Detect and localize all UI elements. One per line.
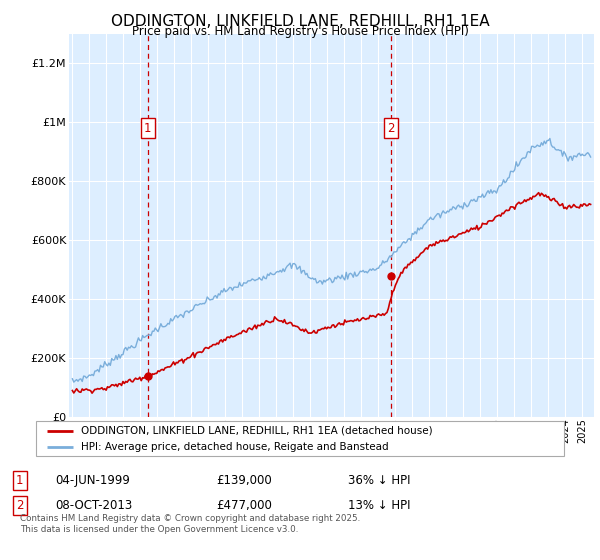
Text: 2: 2 — [388, 122, 395, 134]
Text: 2: 2 — [16, 500, 23, 512]
Text: 36% ↓ HPI: 36% ↓ HPI — [348, 474, 411, 487]
Text: ODDINGTON, LINKFIELD LANE, REDHILL, RH1 1EA: ODDINGTON, LINKFIELD LANE, REDHILL, RH1 … — [110, 14, 490, 29]
Text: 08-OCT-2013: 08-OCT-2013 — [56, 500, 133, 512]
Text: 04-JUN-1999: 04-JUN-1999 — [56, 474, 131, 487]
Text: £477,000: £477,000 — [216, 500, 272, 512]
Text: £139,000: £139,000 — [216, 474, 272, 487]
Text: Price paid vs. HM Land Registry's House Price Index (HPI): Price paid vs. HM Land Registry's House … — [131, 25, 469, 38]
Text: 13% ↓ HPI: 13% ↓ HPI — [348, 500, 411, 512]
Text: ODDINGTON, LINKFIELD LANE, REDHILL, RH1 1EA (detached house): ODDINGTON, LINKFIELD LANE, REDHILL, RH1 … — [81, 426, 433, 436]
Text: HPI: Average price, detached house, Reigate and Banstead: HPI: Average price, detached house, Reig… — [81, 441, 389, 451]
Text: 1: 1 — [144, 122, 151, 134]
Text: Contains HM Land Registry data © Crown copyright and database right 2025.
This d: Contains HM Land Registry data © Crown c… — [20, 515, 360, 534]
Text: 1: 1 — [16, 474, 23, 487]
